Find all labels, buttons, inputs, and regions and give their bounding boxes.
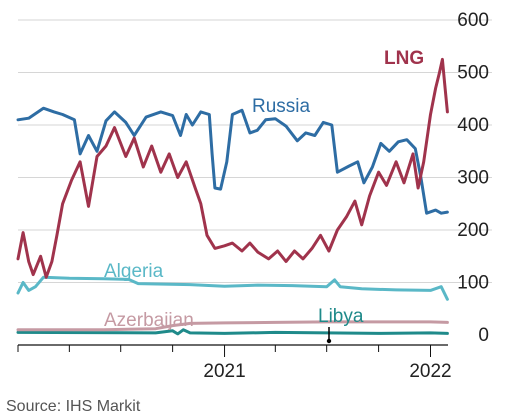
x-tick-label: 2022 [409, 361, 451, 382]
y-tick-label: 200 [457, 220, 489, 241]
series-line-libya [16, 328, 449, 336]
series-label-azerbaijan: Azerbaijan [104, 310, 194, 331]
series-line-azerbaijan [16, 320, 449, 332]
y-tick-label: 400 [457, 115, 489, 136]
y-tick-label: 600 [457, 10, 489, 31]
series-label-libya: Libya [318, 306, 364, 327]
series-line-algeria [16, 275, 449, 301]
grid [18, 19, 492, 283]
series-line-lng [16, 57, 449, 279]
series-label-algeria: Algeria [104, 261, 164, 282]
x-axis: 2021 2022 [17, 345, 452, 382]
source-note: Source: IHS Markit [6, 398, 141, 415]
y-tick-label: 300 [457, 168, 489, 189]
y-tick-label: 0 [478, 325, 489, 346]
series-label-russia: Russia [252, 96, 311, 117]
series-label-lng: LNG [384, 48, 424, 69]
y-tick-label: 500 [457, 63, 489, 84]
y-axis: 0 100 200 300 400 500 600 [457, 10, 489, 346]
y-tick-label: 100 [457, 273, 489, 294]
x-tick-label: 2021 [203, 361, 245, 382]
series-line-russia [16, 106, 449, 215]
libya-pointer-dot [326, 338, 332, 344]
series-lines [16, 57, 449, 336]
